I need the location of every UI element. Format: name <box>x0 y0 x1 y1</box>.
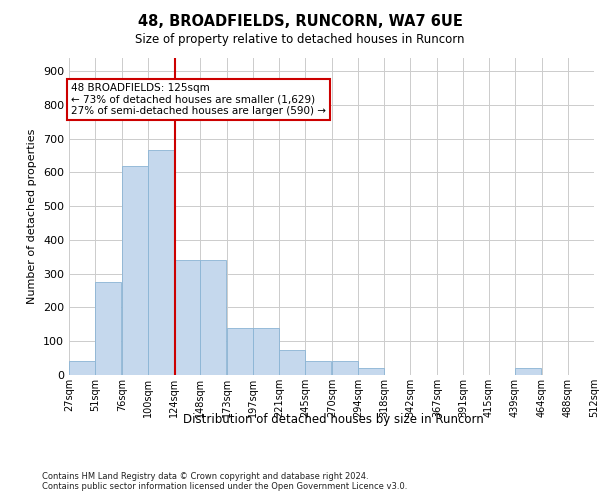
Text: 48 BROADFIELDS: 125sqm
← 73% of detached houses are smaller (1,629)
27% of semi-: 48 BROADFIELDS: 125sqm ← 73% of detached… <box>71 83 326 116</box>
Bar <box>515 368 541 375</box>
Bar <box>69 362 95 375</box>
Bar <box>305 362 331 375</box>
Text: Contains HM Land Registry data © Crown copyright and database right 2024.: Contains HM Land Registry data © Crown c… <box>42 472 368 481</box>
Bar <box>279 350 305 375</box>
Text: Contains public sector information licensed under the Open Government Licence v3: Contains public sector information licen… <box>42 482 407 491</box>
Bar <box>253 328 279 375</box>
Bar <box>174 260 200 375</box>
Bar <box>227 328 253 375</box>
Bar <box>95 282 121 375</box>
Bar <box>122 166 148 375</box>
Bar <box>358 368 384 375</box>
Bar <box>332 362 358 375</box>
Y-axis label: Number of detached properties: Number of detached properties <box>28 128 37 304</box>
Text: Distribution of detached houses by size in Runcorn: Distribution of detached houses by size … <box>182 412 484 426</box>
Text: 48, BROADFIELDS, RUNCORN, WA7 6UE: 48, BROADFIELDS, RUNCORN, WA7 6UE <box>137 14 463 29</box>
Bar <box>200 260 226 375</box>
Bar <box>148 150 174 375</box>
Text: Size of property relative to detached houses in Runcorn: Size of property relative to detached ho… <box>135 32 465 46</box>
